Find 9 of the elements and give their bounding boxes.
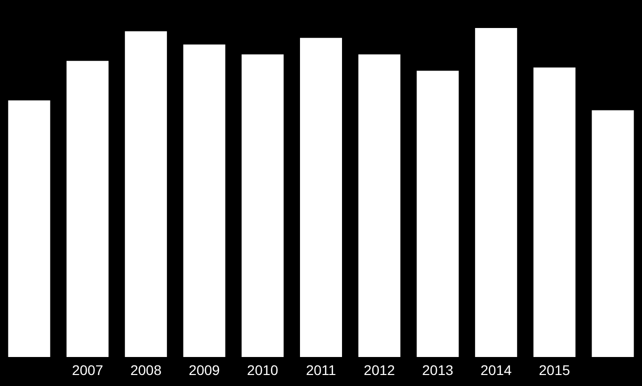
x-tick-label: 2014 [480,362,512,378]
x-tick-label: 2013 [422,362,454,378]
x-tick-label: 2009 [188,362,220,378]
x-tick-label: 2010 [247,362,278,378]
x-tick-label: 2015 [538,362,570,378]
x-tick-label: 2008 [130,362,162,378]
x-tick-label: 2012 [364,362,396,378]
x-tick-label: 2007 [72,362,104,378]
x-tick-label: 2011 [306,362,336,378]
